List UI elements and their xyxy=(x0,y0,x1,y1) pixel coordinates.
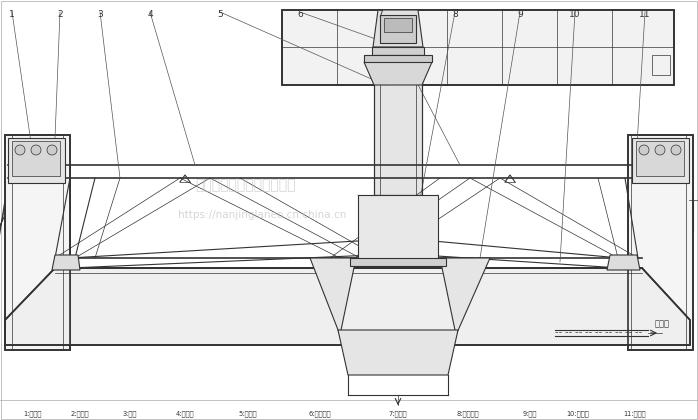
Circle shape xyxy=(655,145,665,155)
Bar xyxy=(282,10,674,85)
Text: 4: 4 xyxy=(147,10,153,19)
Bar xyxy=(384,18,412,32)
Text: 10:小刮板: 10:小刮板 xyxy=(567,410,589,417)
Bar xyxy=(636,141,684,176)
Text: 出污泥: 出污泥 xyxy=(655,320,670,328)
Text: 8:旋转笼架: 8:旋转笼架 xyxy=(456,410,480,417)
Polygon shape xyxy=(373,10,423,47)
Bar xyxy=(372,47,424,55)
Circle shape xyxy=(47,145,57,155)
Text: 7: 7 xyxy=(377,10,383,19)
Text: 9: 9 xyxy=(517,10,523,19)
Bar xyxy=(12,141,60,176)
Text: 3:支架: 3:支架 xyxy=(123,410,138,417)
Text: https://nanjinglaneo.cn.china.cn: https://nanjinglaneo.cn.china.cn xyxy=(178,210,346,220)
Circle shape xyxy=(15,145,25,155)
Text: 2:刮油板: 2:刮油板 xyxy=(70,410,89,417)
Bar xyxy=(632,138,689,183)
Bar xyxy=(8,138,65,183)
Bar xyxy=(380,15,416,43)
Bar xyxy=(5,135,70,350)
Bar xyxy=(374,55,422,195)
Bar xyxy=(282,10,674,85)
Text: 7:工字桥: 7:工字桥 xyxy=(389,410,407,417)
Text: 5: 5 xyxy=(217,10,223,19)
Polygon shape xyxy=(607,255,640,270)
Polygon shape xyxy=(52,255,80,270)
Text: 1: 1 xyxy=(9,10,15,19)
Bar xyxy=(374,55,422,195)
Bar xyxy=(652,55,670,75)
Text: 10: 10 xyxy=(570,10,581,19)
Text: 南京蓝奥环保设备有限公司: 南京蓝奥环保设备有限公司 xyxy=(195,178,295,192)
Text: 8: 8 xyxy=(452,10,458,19)
Bar xyxy=(5,135,70,350)
Bar xyxy=(358,195,438,260)
Text: 2: 2 xyxy=(57,10,63,19)
Text: 6:驱动装置: 6:驱动装置 xyxy=(309,410,332,417)
Circle shape xyxy=(639,145,649,155)
Circle shape xyxy=(671,145,681,155)
Polygon shape xyxy=(364,62,432,85)
Text: 4:撇油板: 4:撇油板 xyxy=(176,410,194,417)
Polygon shape xyxy=(310,258,356,335)
Polygon shape xyxy=(5,268,690,345)
Polygon shape xyxy=(440,258,490,335)
Text: 9:刮臂: 9:刮臂 xyxy=(523,410,537,417)
Text: 6: 6 xyxy=(297,10,303,19)
Circle shape xyxy=(31,145,41,155)
Bar xyxy=(628,135,693,350)
Text: 11: 11 xyxy=(639,10,651,19)
Text: 5:导流筒: 5:导流筒 xyxy=(239,410,258,417)
Polygon shape xyxy=(338,330,458,375)
Bar xyxy=(628,135,693,350)
Text: 3: 3 xyxy=(97,10,103,19)
Bar xyxy=(350,258,446,266)
Bar xyxy=(364,55,432,62)
Text: 11:稳流板: 11:稳流板 xyxy=(624,410,646,417)
Text: 1:集液斗: 1:集液斗 xyxy=(23,410,41,417)
